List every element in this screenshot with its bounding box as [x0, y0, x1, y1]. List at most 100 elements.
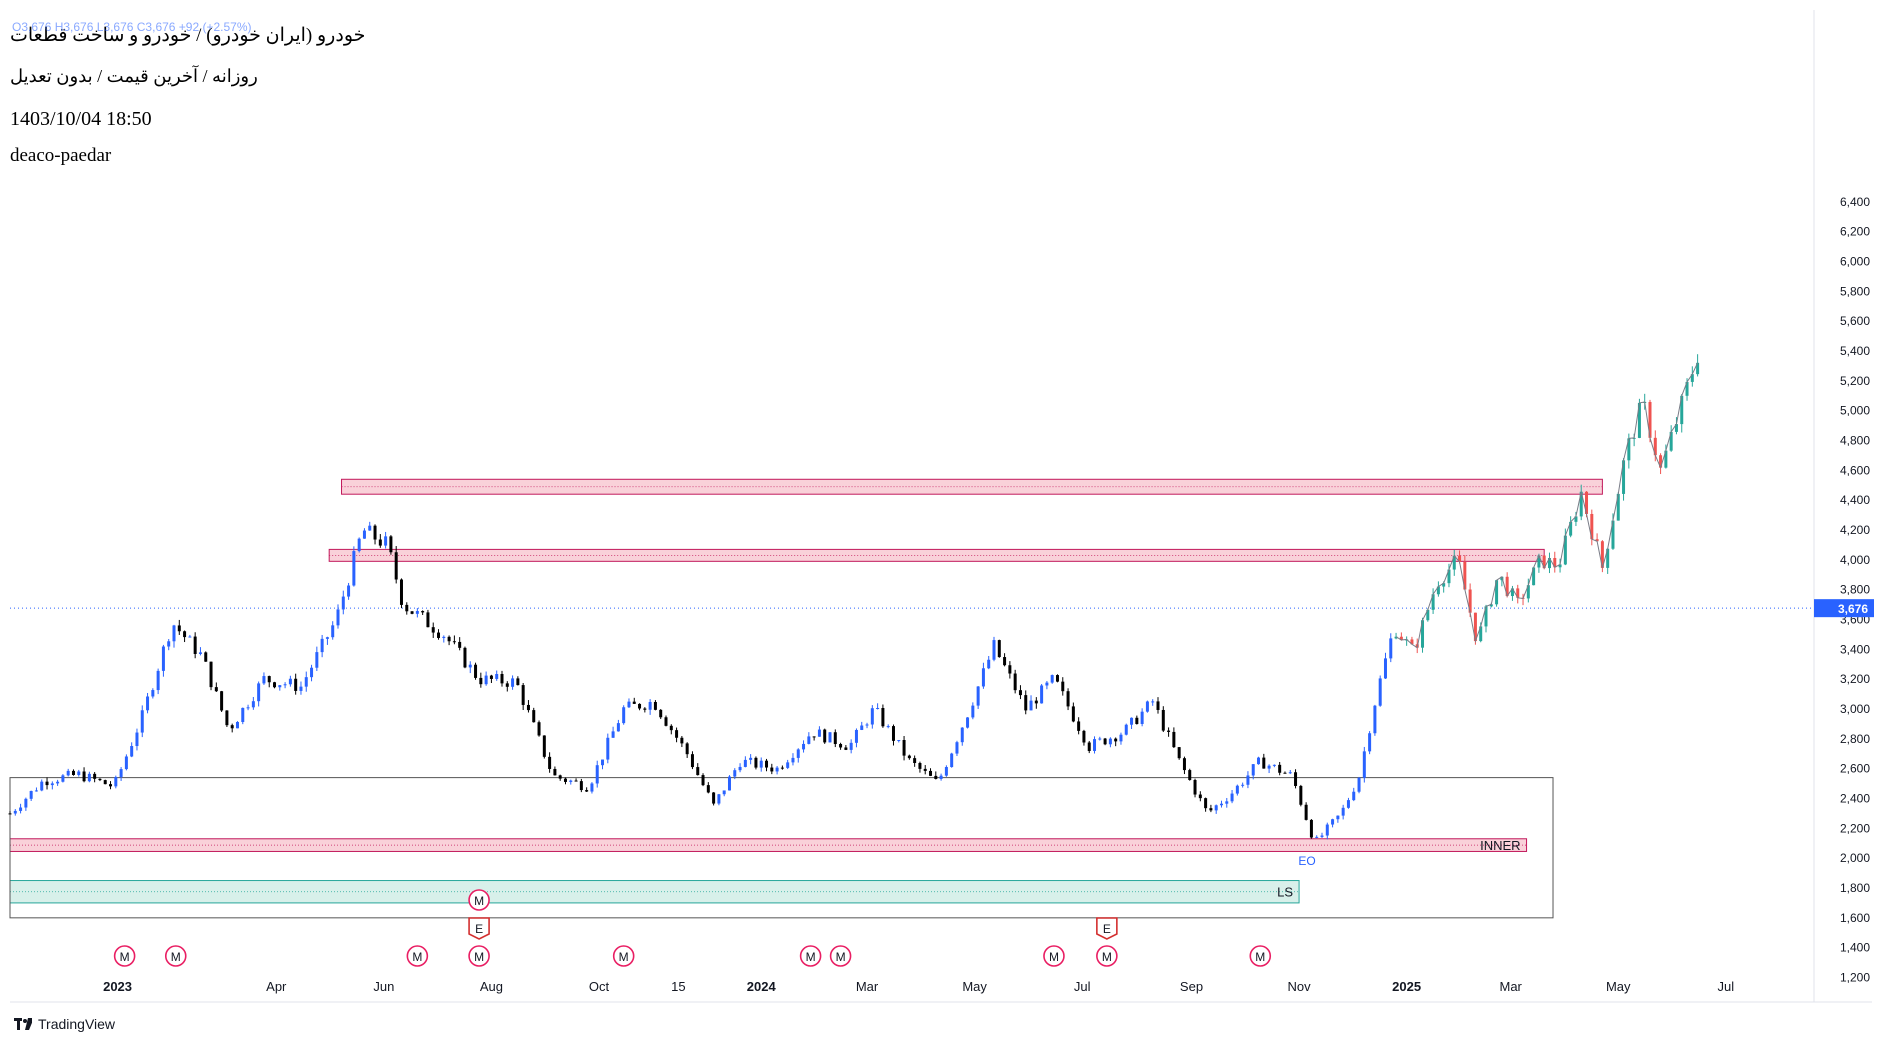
candle-body	[50, 783, 54, 786]
candle-body	[1267, 765, 1271, 769]
candle-body	[1495, 580, 1499, 605]
candle-body	[421, 611, 425, 613]
candle-body	[1024, 695, 1028, 711]
tradingview-logo-text: TradingView	[38, 1016, 116, 1032]
candle-body	[1378, 678, 1382, 706]
timeframe-label: روزانه / آخرین قیمت / بدون تعدیل	[10, 66, 258, 86]
candle-body	[1283, 772, 1287, 774]
candle-body	[1622, 460, 1626, 494]
candle-body	[1674, 424, 1678, 432]
price-tick-label: 2,400	[1840, 792, 1870, 806]
candle-body	[130, 746, 134, 757]
candle-body	[791, 757, 795, 763]
candle-body	[1669, 431, 1673, 451]
candle-body	[1579, 491, 1583, 517]
candle-body	[1627, 438, 1631, 461]
tradingview-logo[interactable]: TradingView	[14, 1016, 115, 1032]
zone-label-inner: INNER	[1480, 838, 1520, 853]
price-tick-label: 3,800	[1840, 583, 1870, 597]
candle-body	[442, 636, 446, 638]
price-tick-label: 1,800	[1840, 881, 1870, 895]
candle-body	[410, 611, 414, 614]
candle-body	[1066, 691, 1070, 707]
candle-body	[1362, 751, 1366, 778]
candle-body	[193, 636, 197, 654]
candle-body	[727, 776, 731, 791]
candle-body	[1547, 558, 1551, 569]
candle-body	[521, 685, 525, 705]
marker-m-icon	[1043, 945, 1065, 967]
candle-body	[257, 683, 261, 702]
candle-body	[458, 641, 462, 648]
candle-body	[1124, 724, 1128, 735]
candle-body	[1114, 738, 1118, 742]
candle-body	[399, 579, 403, 605]
candle-body	[331, 625, 335, 638]
candle-body	[235, 721, 239, 729]
time-tick-label: Jul	[1718, 979, 1735, 994]
candle-body	[93, 773, 97, 779]
candle-body	[1320, 835, 1324, 837]
candle-body	[1167, 730, 1171, 732]
price-tick-label: 3,400	[1840, 642, 1870, 656]
price-tick-label: 2,200	[1840, 821, 1870, 835]
candle-body	[1140, 711, 1144, 724]
candle-body	[717, 794, 721, 804]
candle-body	[161, 646, 165, 671]
date-label: 1403/10/04 18:50	[10, 108, 152, 130]
candle-body	[944, 767, 948, 776]
zone-inner-zone	[9, 838, 1528, 852]
candle-body	[362, 530, 366, 539]
candle-body	[1431, 594, 1435, 610]
candle-body	[146, 696, 150, 711]
time-axis[interactable]: 2023 Apr Jun Aug Oct 15 2024 Mar May Jul Sep Nov 202…	[103, 979, 1734, 994]
marker-m-icon	[164, 945, 187, 967]
candle-body	[1172, 731, 1176, 748]
candle-body	[537, 722, 541, 736]
candle-body	[780, 767, 784, 769]
candle-body	[241, 707, 245, 722]
candle-body	[992, 640, 996, 660]
candle-body	[966, 717, 970, 728]
candle-body	[1648, 401, 1652, 438]
candle-body	[1616, 493, 1620, 521]
candle-body	[1082, 730, 1086, 743]
candle-body	[854, 729, 858, 743]
candle-body	[1426, 609, 1430, 621]
candle-body	[611, 731, 615, 738]
candle-body	[347, 585, 351, 597]
candle-body	[283, 684, 287, 686]
candle-body	[1421, 620, 1425, 648]
price-tick-label: 1,200	[1840, 971, 1870, 985]
candle-body	[1558, 564, 1562, 568]
candle-body	[56, 781, 60, 784]
candle-body	[13, 810, 17, 814]
candle-body	[839, 744, 843, 748]
candle-body	[860, 725, 864, 730]
candle-body	[1262, 757, 1266, 769]
candle-body	[1553, 558, 1557, 568]
candle-body	[891, 726, 895, 741]
price-tick-label: 2,000	[1840, 851, 1870, 865]
candle-body	[1257, 757, 1261, 765]
marker-m-label: M	[412, 950, 422, 964]
candle-body	[632, 701, 636, 704]
zones-layer: INNER LS	[9, 478, 1814, 919]
zone-range-box	[9, 777, 1554, 919]
candle-body	[574, 780, 578, 782]
price-axis[interactable]: 1,200 1,400 1,600 1,800 2,000 2,200 2,400 2,600…	[1814, 195, 1874, 985]
price-tick-label: 3,000	[1840, 702, 1870, 716]
candle-body	[1484, 606, 1488, 627]
price-tick-label: 3,200	[1840, 672, 1870, 686]
candle-body	[1219, 803, 1223, 806]
candle-body	[881, 708, 885, 727]
price-tick-label: 4,200	[1840, 523, 1870, 537]
candle-body	[294, 678, 298, 691]
candle-body	[923, 768, 927, 771]
candle-body	[775, 767, 779, 772]
candle-body	[1532, 567, 1536, 586]
candle-body	[1156, 701, 1160, 710]
candle-body	[1193, 780, 1197, 795]
time-tick-label: Nov	[1288, 979, 1312, 994]
